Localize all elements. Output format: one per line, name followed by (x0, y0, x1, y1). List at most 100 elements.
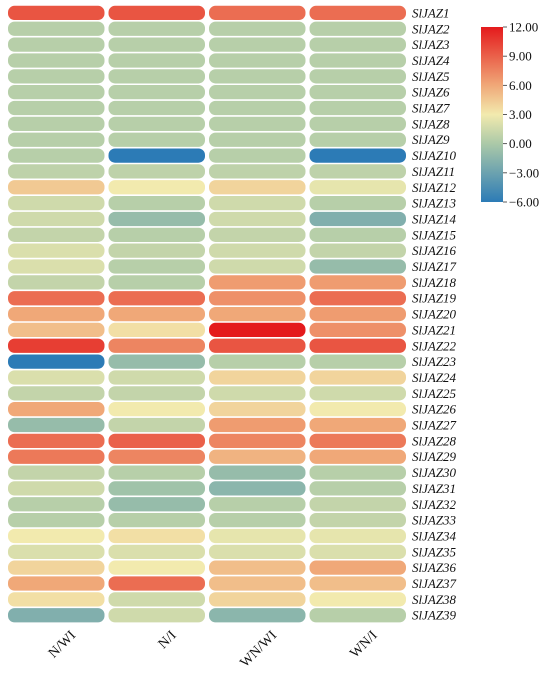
heatmap-cell (209, 449, 306, 464)
heatmap-cell (108, 53, 205, 68)
row-label: SlJAZ18 (412, 275, 457, 290)
heatmap-cell (8, 576, 105, 591)
heatmap-cell (108, 5, 205, 21)
row-label: SlJAZ22 (412, 338, 457, 353)
heatmap-cell (8, 132, 105, 147)
heatmap-cell (8, 497, 105, 512)
heatmap-cell (8, 243, 105, 258)
heatmap-cell (8, 85, 105, 100)
heatmap-cell (309, 275, 406, 290)
heatmap-cell (209, 497, 306, 512)
heatmap-cell (309, 481, 406, 496)
heatmap-cell (209, 69, 306, 84)
heatmap-cell (8, 608, 105, 623)
row-label: SlJAZ14 (412, 211, 457, 226)
heatmap-cell (8, 21, 105, 36)
heatmap-cell (108, 291, 205, 306)
heatmap-cell (108, 433, 205, 448)
heatmap-cell (209, 180, 306, 195)
heatmap-cell (209, 481, 306, 496)
heatmap-cell (8, 37, 105, 52)
row-label: SlJAZ16 (412, 243, 457, 258)
colorbar-legend: 12.00 9.00 6.00 3.00 0.00 −3.00 −6.00 (481, 20, 539, 210)
row-label: SlJAZ33 (412, 513, 457, 528)
heatmap-cell (209, 148, 306, 163)
heatmap-cell (209, 227, 306, 242)
column-label: N/I (156, 628, 180, 652)
heatmap-cell (309, 211, 406, 227)
heatmap-cell (309, 338, 406, 353)
heatmap-cell (209, 592, 306, 607)
heatmap-cell (309, 576, 406, 591)
heatmap-cell (209, 544, 306, 559)
heatmap-cell (108, 338, 205, 353)
heatmap-cell (309, 291, 406, 306)
row-label: SlJAZ26 (412, 402, 457, 417)
heatmap-cell (209, 243, 306, 258)
heatmap-cell (209, 37, 306, 52)
heatmap-cell (309, 592, 406, 607)
heatmap-cell (8, 275, 105, 290)
row-label: SlJAZ11 (412, 164, 455, 179)
heatmap-cell (108, 211, 205, 227)
heatmap-cell (309, 243, 406, 258)
heatmap-cell (8, 513, 105, 528)
heatmap-cell (108, 37, 205, 52)
heatmap-cell (108, 259, 205, 274)
row-label: SlJAZ28 (412, 433, 457, 448)
column-label: N/WI (46, 628, 79, 661)
heatmap-cell (309, 85, 406, 100)
heatmap-cell (108, 465, 205, 480)
row-label: SlJAZ31 (412, 481, 456, 496)
heatmap-cell (8, 433, 105, 448)
heatmap-cell (8, 196, 105, 211)
heatmap-cell (209, 211, 306, 227)
heatmap-cell (309, 513, 406, 528)
heatmap-cell (8, 211, 105, 227)
colorbar-tick-label: 6.00 (509, 78, 532, 93)
heatmap-cell (108, 85, 205, 100)
heatmap-cell (309, 21, 406, 36)
heatmap-cell (108, 449, 205, 464)
row-label: SlJAZ23 (412, 354, 457, 369)
heatmap-cell (209, 576, 306, 591)
row-label: SlJAZ1 (412, 5, 450, 20)
heatmap-cell (108, 227, 205, 242)
heatmap-cell (209, 354, 306, 369)
heatmap-cell (108, 21, 205, 36)
heatmap-cell (209, 116, 306, 131)
row-label: SlJAZ4 (412, 53, 450, 68)
row-label: SlJAZ9 (412, 132, 450, 147)
heatmap-cell (108, 576, 205, 591)
heatmap-cell (108, 513, 205, 528)
heatmap-cell (309, 306, 406, 322)
row-label: SlJAZ7 (412, 101, 450, 116)
heatmap-cell (8, 465, 105, 480)
heatmap-cell (8, 69, 105, 84)
row-label: SlJAZ36 (412, 560, 457, 575)
heatmap-cell (108, 275, 205, 290)
row-labels: SlJAZ1SlJAZ2SlJAZ3SlJAZ4SlJAZ5SlJAZ6SlJA… (412, 5, 457, 622)
heatmap-cell (8, 5, 105, 21)
heatmap-cell (108, 148, 205, 163)
heatmap-cell (309, 196, 406, 211)
heatmap-cell (108, 497, 205, 512)
heatmap-cell (309, 386, 406, 401)
heatmap-cell (8, 227, 105, 242)
heatmap-cell (209, 370, 306, 385)
column-label: WN/WI (238, 628, 281, 671)
heatmap-cell (8, 354, 105, 369)
heatmap-cell (309, 148, 406, 163)
heatmap-cell (309, 544, 406, 559)
heatmap-cell (108, 417, 205, 433)
heatmap-cell (108, 386, 205, 401)
heatmap-cell (108, 560, 205, 575)
heatmap-cell (108, 180, 205, 195)
column-labels: N/WI N/I WN/WI WN/I (46, 628, 381, 671)
heatmap-cell (309, 528, 406, 544)
heatmap-cell (209, 53, 306, 68)
heatmap-cell (309, 132, 406, 147)
heatmap-cell (8, 370, 105, 385)
heatmap-cell (309, 402, 406, 417)
